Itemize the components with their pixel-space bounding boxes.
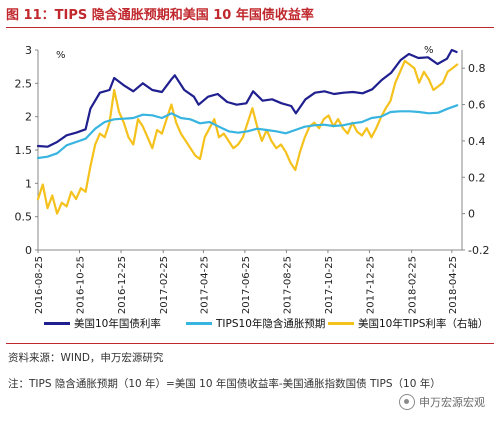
legend-label-tips-yield: 美国10年TIPS利率（右轴） [358,318,489,330]
notes-divider [6,343,494,344]
chart-title-bar: 图 11：TIPS 隐含通胀预期和美国 10 年国债收益率 [6,4,494,24]
watermark: 申万宏源宏观 [396,392,488,412]
x-axis-tick-label: 2017-08-25 [282,256,293,314]
x-axis-tick-label: 2017-06-25 [241,256,252,314]
wechat-logo-icon [399,394,415,410]
right-axis-tick-label: 0 [468,208,475,221]
watermark-label: 申万宏源宏观 [419,396,485,409]
left-axis-tick-label: 0.5 [15,211,33,224]
x-axis-tick-label: 2018-02-25 [408,256,419,314]
chart-labels: 0 0.5 1 1.5 2 2.5 3 % -0.2 0 0.2 0.4 0.6 0.8% 2016-08-… [15,44,490,314]
x-axis-tick-label: 2017-02-25 [159,256,170,314]
x-axis-tick-label: 2018-04-25 [448,256,459,314]
left-axis-tick-label: 2 [25,111,32,124]
source-text: 资料来源：WIND，申万宏源研究 [8,352,164,364]
x-axis-tick-label: 2016-08-25 [34,256,45,314]
series-line-treasury-yield [36,48,458,148]
legend-item-tips-yield: 美国10年TIPS利率（右轴） [328,316,488,331]
x-axis-tick-label: 2016-12-25 [117,256,128,314]
left-axis-tick-label: 1 [25,177,32,190]
legend-label-treasury-yield: 美国10年国债利率 [74,318,161,330]
chart-title: 图 11：TIPS 隐含通胀预期和美国 10 年国债收益率 [6,8,314,23]
chart-axes [35,49,465,253]
right-axis-tick-label: 0.6 [468,99,486,112]
x-axis-tick-label: 2017-04-25 [199,256,210,314]
left-axis-unit: % [56,50,66,61]
legend-label-breakeven-inflation: TIPS10年隐含通胀预期 [216,318,326,330]
left-axis-tick-label: 3 [25,44,32,57]
chart-legend: 美国10年国债利率 TIPS10年隐含通胀预期 美国10年TIPS利率（右轴） [20,316,490,334]
right-axis-tick-label: -0.2 [468,244,489,257]
legend-swatch-treasury-yield [44,322,70,325]
legend-item-breakeven-inflation: TIPS10年隐含通胀预期 [186,316,325,331]
x-axis-tick-label: 2016-10-25 [76,256,87,314]
legend-item-treasury-yield: 美国10年国债利率 [44,316,161,331]
left-axis-tick-label: 2.5 [15,77,33,90]
series-line-tips-yield [36,59,459,215]
x-axis-tick-label: 2017-12-25 [365,256,376,314]
right-axis-tick-label: 0.8 [468,62,486,75]
footnote-text: 注：TIPS 隐含通胀预期（10 年）=美国 10 年国债收益率-美国通胀指数国… [8,378,441,390]
x-axis-tick-label: 2017-10-25 [324,256,335,314]
left-axis-tick-label: 0 [25,244,32,257]
right-axis-unit: % [424,45,434,56]
right-axis-tick-label: 0.4 [468,135,486,148]
line-chart: 0 0.5 1 1.5 2 2.5 3 % -0.2 0 0.2 0.4 0.6 0.8% 2016-08-… [15,44,490,314]
title-divider [6,27,494,28]
series-layer [36,48,459,215]
left-axis-tick-label: 1.5 [15,144,33,157]
right-axis-tick-label: 0.2 [468,171,486,184]
series-line-breakeven-inflation [36,104,459,160]
legend-swatch-tips-yield [328,322,354,325]
legend-swatch-breakeven-inflation [186,322,212,325]
